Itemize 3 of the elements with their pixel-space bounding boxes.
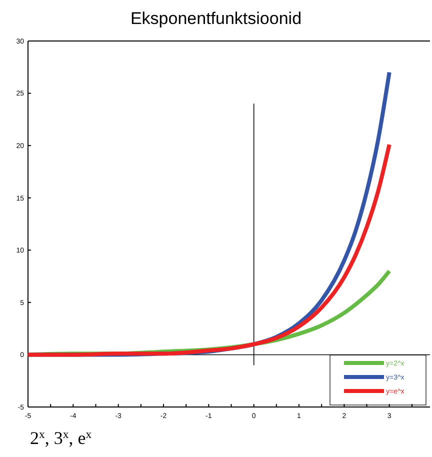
chart-title: Eksponentfunktsioonid — [130, 9, 302, 28]
line-series — [26, 142, 392, 357]
text: 2$^{x}$, 3$^{x}$, e$^{x}$ — [30, 428, 92, 448]
